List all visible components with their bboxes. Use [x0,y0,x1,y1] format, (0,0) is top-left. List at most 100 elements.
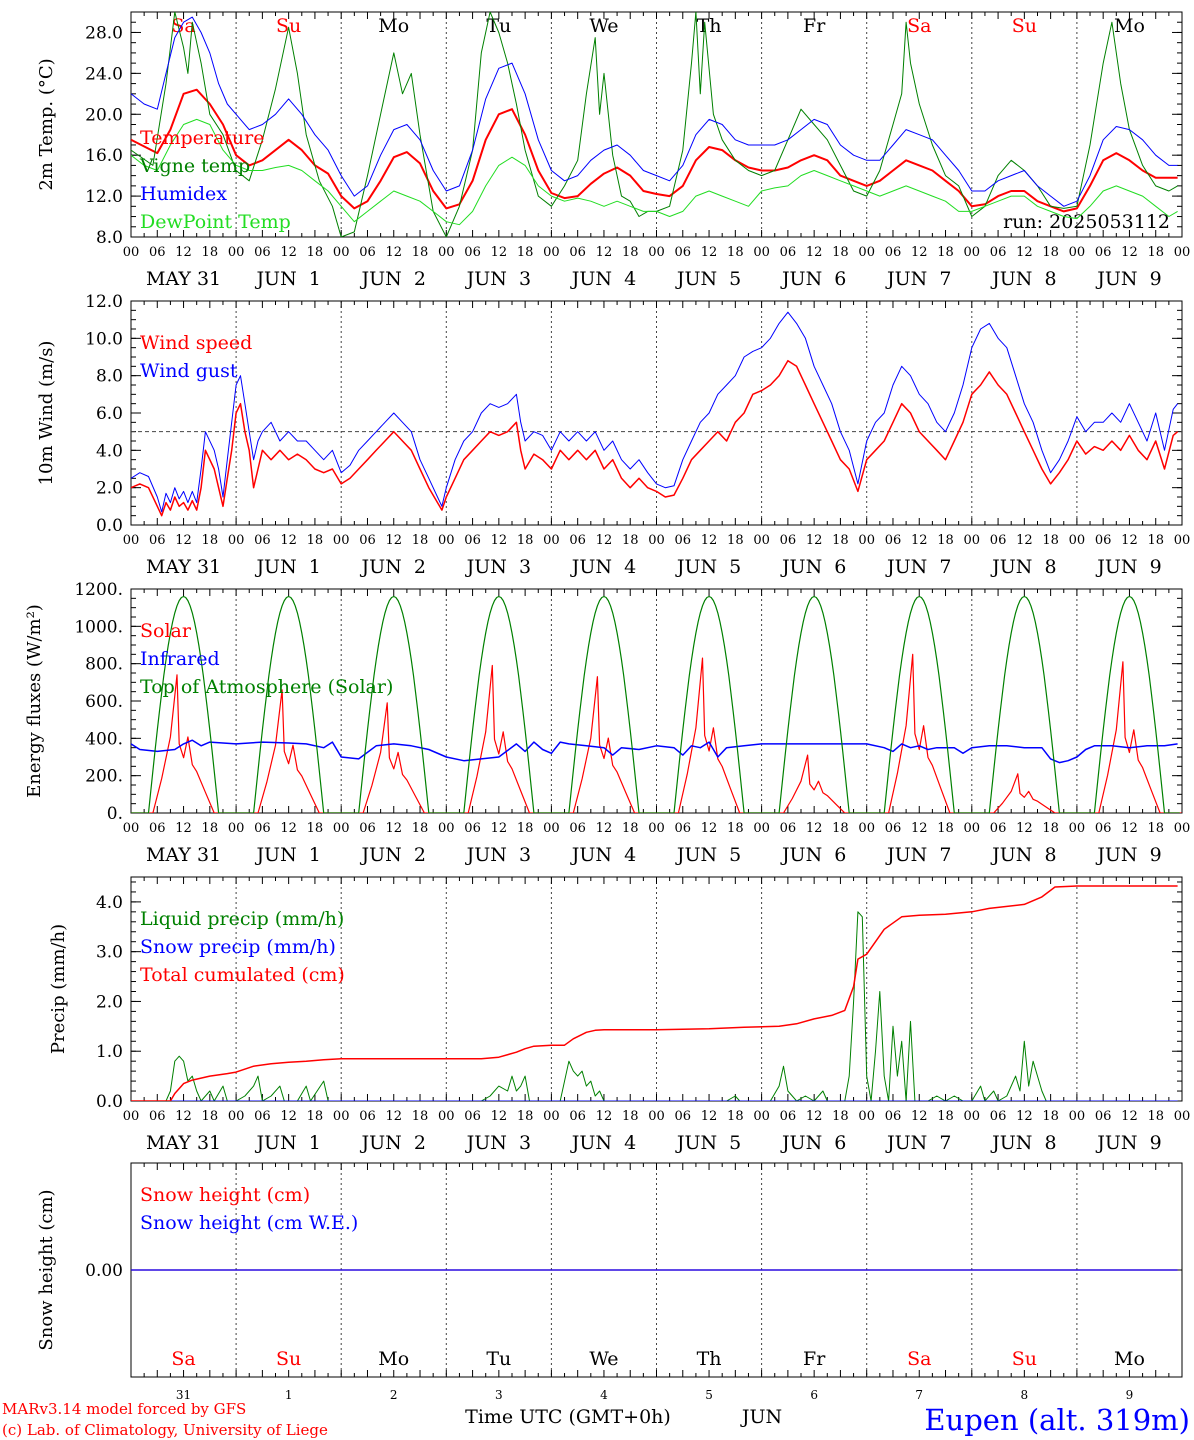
hour-label: 06 [990,1109,1007,1124]
hour-label: 00 [648,1109,665,1124]
hour-label: 12 [491,821,508,836]
hour-label: 12 [806,245,823,260]
hour-label: 06 [675,245,692,260]
hour-label: 12 [911,1109,928,1124]
date-label: JUN 4 [570,1132,636,1154]
hour-label: 12 [911,533,928,548]
hour-label: 12 [491,1109,508,1124]
legend-entry: DewPoint Temp [140,211,291,233]
y-tick-label: 8.0 [96,367,123,387]
day-number: 2 [390,1388,398,1402]
weekday-label: Th [697,1348,722,1370]
hour-label: 18 [727,821,744,836]
hour-label: 12 [701,1109,718,1124]
hour-label: 00 [1069,533,1086,548]
date-label: JUN 3 [465,844,531,866]
hour-label: 06 [885,245,902,260]
series-group [131,885,1178,1101]
date-label: JUN 1 [254,844,320,866]
date-label: JUN 4 [570,556,636,578]
hour-label: 18 [1042,245,1059,260]
y-tick-label: 200. [85,767,123,787]
y-tick-label: 16.0 [85,146,123,166]
hour-label: 00 [964,1109,981,1124]
date-label: JUN 7 [885,556,951,578]
hour-label: 12 [175,533,192,548]
hour-label: 12 [385,245,402,260]
hour-label: 12 [1016,245,1033,260]
series-line-humidex [131,16,1178,207]
hour-label: 06 [780,821,797,836]
hour-label: 00 [964,245,981,260]
legend-entry: Snow height (cm W.E.) [140,1212,358,1234]
legend-entry: Temperature [140,127,264,149]
hour-label: 12 [491,533,508,548]
date-label: MAY 31 [146,556,221,578]
hour-label: 06 [149,821,166,836]
hour-label: 06 [254,245,271,260]
weekday-label: Su [276,1348,301,1370]
hour-label: 12 [385,1109,402,1124]
date-label: JUN 9 [1095,268,1161,290]
date-label: JUN 8 [990,556,1056,578]
hour-label: 06 [780,245,797,260]
hour-label: 00 [1174,533,1191,548]
hour-label: 00 [333,821,350,836]
hour-label: 18 [202,245,219,260]
hour-label: 12 [175,245,192,260]
y-axis-label: Precip (mm/h) [48,924,69,1054]
panel-energy: 0. 200. 400. 600. 800. 1000. 1200. Energy fluxe… [24,580,1190,866]
hour-label: 18 [622,1109,639,1124]
hour-label: 18 [202,1109,219,1124]
hour-label: 12 [1121,1109,1138,1124]
y-tick-label: 600. [85,692,123,712]
weekday-label: Mo [1114,15,1145,37]
day-number: 5 [705,1388,713,1402]
y-tick-label: 1.0 [96,1042,123,1062]
hour-label: 00 [438,533,455,548]
day-number: 7 [915,1388,923,1402]
panel-snow: 0.00 Snow height (cm) Snow height (cm) Snow… [36,1162,1183,1402]
hour-label: 00 [753,245,770,260]
hour-label: 00 [333,245,350,260]
weekday-label: We [589,1348,618,1370]
hour-label: 00 [123,821,140,836]
hour-label: 06 [464,821,481,836]
hour-label: 12 [1016,533,1033,548]
series-line-wind-speed [131,359,1179,517]
series-group [131,12,1178,237]
y-tick-label: 24.0 [85,64,123,84]
hour-label: 06 [464,533,481,548]
month-label: JUN [740,1406,782,1428]
y-tick-label: 12.0 [85,187,123,207]
date-label: JUN 9 [1095,844,1161,866]
legend-entry: Humidex [140,183,227,205]
series-line-liquid-precip-mm-h [131,911,1178,1101]
hour-label: 18 [412,1109,429,1124]
date-label: JUN 7 [885,268,951,290]
lab-credit: (c) Lab. of Climatology, University of L… [2,1421,328,1439]
hour-label: 18 [412,821,429,836]
hour-label: 12 [911,245,928,260]
series-line-temperature [131,88,1178,213]
hour-label: 06 [1095,533,1112,548]
weekday-label: Th [697,15,722,37]
weekday-label: Tu [486,1348,511,1370]
hour-label: 12 [701,821,718,836]
series-group [131,595,1182,813]
date-label: JUN 6 [780,1132,846,1154]
hour-label: 18 [1147,821,1164,836]
y-tick-label: 8.0 [96,228,123,248]
hour-label: 00 [1069,821,1086,836]
hour-label: 00 [228,1109,245,1124]
hour-label: 18 [307,1109,324,1124]
hour-label: 00 [648,821,665,836]
hour-label: 06 [254,1109,271,1124]
hour-label: 18 [202,821,219,836]
hour-label: 18 [622,245,639,260]
panel-temp: 8.0 12.0 16.0 20.0 24.0 28.0 2m Temp. (°C) 00 06… [36,11,1190,290]
hour-label: 12 [596,245,613,260]
day-number: 3 [495,1388,503,1402]
y-tick-label: 0.00 [85,1261,123,1281]
